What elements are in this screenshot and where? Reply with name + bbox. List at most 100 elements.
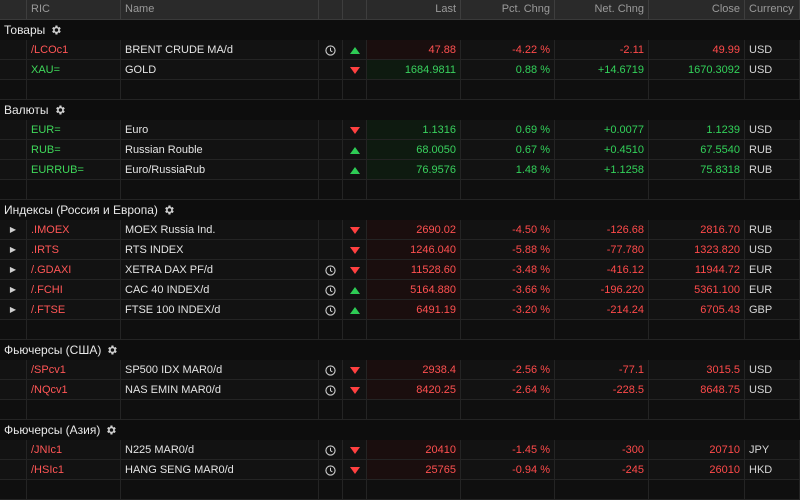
expand-cell — [0, 440, 27, 460]
quote-row[interactable]: ▶ /.FTSE FTSE 100 INDEX/d 6491.19 -3.20 % -21… — [0, 300, 800, 320]
header-currency[interactable]: Currency — [745, 0, 800, 19]
empty-cell — [0, 320, 27, 340]
instrument-name: Russian Rouble — [121, 140, 319, 160]
quote-row[interactable]: XAU= GOLD 1684.9811 0.88 % +14.6719 1670.3092… — [0, 60, 800, 80]
pct-change: -5.88 % — [461, 240, 555, 260]
quote-row[interactable]: RUB= Russian Rouble 68.0050 0.67 % +0.4510 67… — [0, 140, 800, 160]
empty-row — [0, 80, 800, 100]
net-change: -77.780 — [555, 240, 649, 260]
last-price: 2690.02 — [367, 220, 461, 240]
header-ric[interactable]: RIC — [27, 0, 121, 19]
quote-row[interactable]: ▶ .IMOEX MOEX Russia Ind. 2690.02 -4.50 % -12… — [0, 220, 800, 240]
ric-cell[interactable]: /.FTSE — [27, 300, 121, 320]
empty-cell — [27, 180, 121, 200]
empty-cell — [745, 180, 800, 200]
ric-cell[interactable]: /SPcv1 — [27, 360, 121, 380]
instrument-name: XETRA DAX PF/d — [121, 260, 319, 280]
quote-row[interactable]: ▶ /.GDAXI XETRA DAX PF/d 11528.60 -3.48 % -41… — [0, 260, 800, 280]
gear-icon[interactable] — [49, 103, 66, 117]
gear-icon[interactable] — [45, 23, 62, 37]
empty-cell — [0, 180, 27, 200]
pct-change: -2.64 % — [461, 380, 555, 400]
last-price: 1246.040 — [367, 240, 461, 260]
empty-cell — [0, 80, 27, 100]
instrument-name: MOEX Russia Ind. — [121, 220, 319, 240]
empty-cell — [461, 80, 555, 100]
header-close[interactable]: Close — [649, 0, 745, 19]
arrow-down-icon — [349, 266, 360, 274]
arrow-down-icon — [349, 66, 360, 74]
arrow-down-icon — [349, 366, 360, 374]
quote-row[interactable]: ▶ .IRTS RTS INDEX 1246.040 -5.88 % -77.780 132… — [0, 240, 800, 260]
quote-row[interactable]: /SPcv1 SP500 IDX MAR0/d 2938.4 -2.56 % -77.1… — [0, 360, 800, 380]
ric-cell[interactable]: .IRTS — [27, 240, 121, 260]
expand-cell — [0, 120, 27, 140]
expand-arrow-icon[interactable]: ▶ — [9, 305, 17, 314]
expand-arrow-icon[interactable]: ▶ — [9, 245, 17, 254]
last-price: 11528.60 — [367, 260, 461, 280]
instrument-name: BRENT CRUDE MA/d — [121, 40, 319, 60]
expand-arrow-icon[interactable]: ▶ — [9, 225, 17, 234]
empty-cell — [461, 480, 555, 500]
quote-row[interactable]: EUR= Euro 1.1316 0.69 % +0.0077 1.1239 USD — [0, 120, 800, 140]
expand-cell: ▶ — [0, 220, 27, 240]
empty-cell — [27, 400, 121, 420]
ric-cell[interactable]: /JNIc1 — [27, 440, 121, 460]
currency-code: USD — [745, 40, 800, 60]
header-expand-col — [0, 0, 27, 19]
expand-cell: ▶ — [0, 260, 27, 280]
direction-cell — [343, 300, 367, 320]
expand-arrow-icon[interactable]: ▶ — [9, 285, 17, 294]
net-change: +1.1258 — [555, 160, 649, 180]
empty-cell — [367, 320, 461, 340]
arrow-down-icon — [349, 446, 360, 454]
pct-change: -4.50 % — [461, 220, 555, 240]
empty-row — [0, 400, 800, 420]
quote-row[interactable]: /NQcv1 NAS EMIN MAR0/d 8420.25 -2.64 % -228.… — [0, 380, 800, 400]
ric-cell[interactable]: /HSIc1 — [27, 460, 121, 480]
section-header: Фьючерсы (США) — [0, 340, 800, 360]
ric-cell[interactable]: /LCOc1 — [27, 40, 121, 60]
empty-cell — [367, 400, 461, 420]
expand-cell — [0, 140, 27, 160]
pct-change: -1.45 % — [461, 440, 555, 460]
ric-cell[interactable]: /NQcv1 — [27, 380, 121, 400]
last-price: 47.88 — [367, 40, 461, 60]
header-name[interactable]: Name — [121, 0, 319, 19]
quote-row[interactable]: /HSIc1 HANG SENG MAR0/d 25765 -0.94 % -245 26… — [0, 460, 800, 480]
clock-cell — [319, 240, 343, 260]
section-title: Товары — [4, 23, 46, 37]
empty-cell — [121, 480, 319, 500]
header-clock-col — [319, 0, 343, 19]
gear-icon[interactable] — [101, 343, 118, 357]
quote-row[interactable]: ▶ /.FCHI CAC 40 INDEX/d 5164.880 -3.66 % -196… — [0, 280, 800, 300]
empty-cell — [343, 180, 367, 200]
quote-row[interactable]: /JNIc1 N225 MAR0/d 20410 -1.45 % -300 20710 JP… — [0, 440, 800, 460]
clock-icon — [325, 284, 336, 296]
header-net-change[interactable]: Net. Chng — [555, 0, 649, 19]
ric-cell[interactable]: /.GDAXI — [27, 260, 121, 280]
arrow-down-icon — [349, 466, 360, 474]
quote-row[interactable]: /LCOc1 BRENT CRUDE MA/d 47.88 -4.22 % -2.11 4… — [0, 40, 800, 60]
ric-cell[interactable]: EUR= — [27, 120, 121, 140]
gear-icon[interactable] — [158, 203, 175, 217]
direction-cell — [343, 360, 367, 380]
header-pct-change[interactable]: Pct. Chng — [461, 0, 555, 19]
instrument-name: Euro — [121, 120, 319, 140]
net-change: -416.12 — [555, 260, 649, 280]
ric-cell[interactable]: RUB= — [27, 140, 121, 160]
empty-cell — [649, 180, 745, 200]
ric-cell[interactable]: .IMOEX — [27, 220, 121, 240]
expand-arrow-icon[interactable]: ▶ — [9, 265, 17, 274]
pct-change: 0.67 % — [461, 140, 555, 160]
ric-cell[interactable]: XAU= — [27, 60, 121, 80]
ric-cell[interactable]: EURRUB= — [27, 160, 121, 180]
ric-cell[interactable]: /.FCHI — [27, 280, 121, 300]
pct-change: 0.88 % — [461, 60, 555, 80]
arrow-up-icon — [349, 46, 360, 54]
quote-row[interactable]: EURRUB= Euro/RussiaRub 76.9576 1.48 % +1.125… — [0, 160, 800, 180]
gear-icon[interactable] — [100, 423, 117, 437]
empty-cell — [745, 480, 800, 500]
header-last[interactable]: Last — [367, 0, 461, 19]
pct-change: 0.69 % — [461, 120, 555, 140]
